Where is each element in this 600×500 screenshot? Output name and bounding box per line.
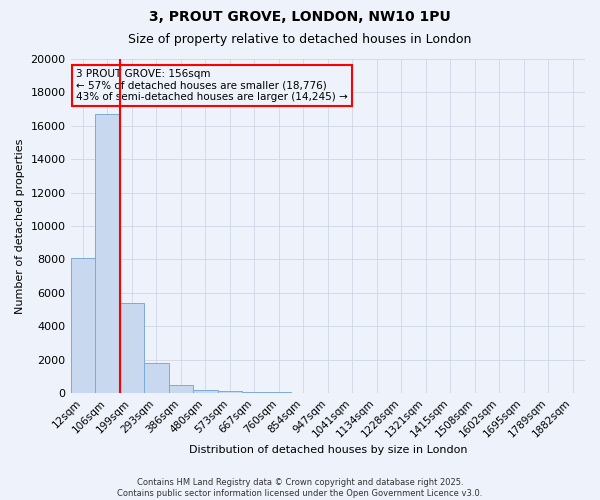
Bar <box>242 392 266 393</box>
Text: Contains HM Land Registry data © Crown copyright and database right 2025.
Contai: Contains HM Land Registry data © Crown c… <box>118 478 482 498</box>
Y-axis label: Number of detached properties: Number of detached properties <box>15 138 25 314</box>
Bar <box>218 391 242 393</box>
Bar <box>95 114 119 393</box>
Bar <box>119 303 144 393</box>
Bar <box>266 392 291 393</box>
Text: Size of property relative to detached houses in London: Size of property relative to detached ho… <box>128 32 472 46</box>
Text: 3, PROUT GROVE, LONDON, NW10 1PU: 3, PROUT GROVE, LONDON, NW10 1PU <box>149 10 451 24</box>
Text: 3 PROUT GROVE: 156sqm
← 57% of detached houses are smaller (18,776)
43% of semi-: 3 PROUT GROVE: 156sqm ← 57% of detached … <box>76 69 347 102</box>
Bar <box>71 258 95 393</box>
Bar <box>193 390 218 393</box>
Bar <box>169 384 193 393</box>
Bar <box>144 363 169 393</box>
X-axis label: Distribution of detached houses by size in London: Distribution of detached houses by size … <box>188 445 467 455</box>
